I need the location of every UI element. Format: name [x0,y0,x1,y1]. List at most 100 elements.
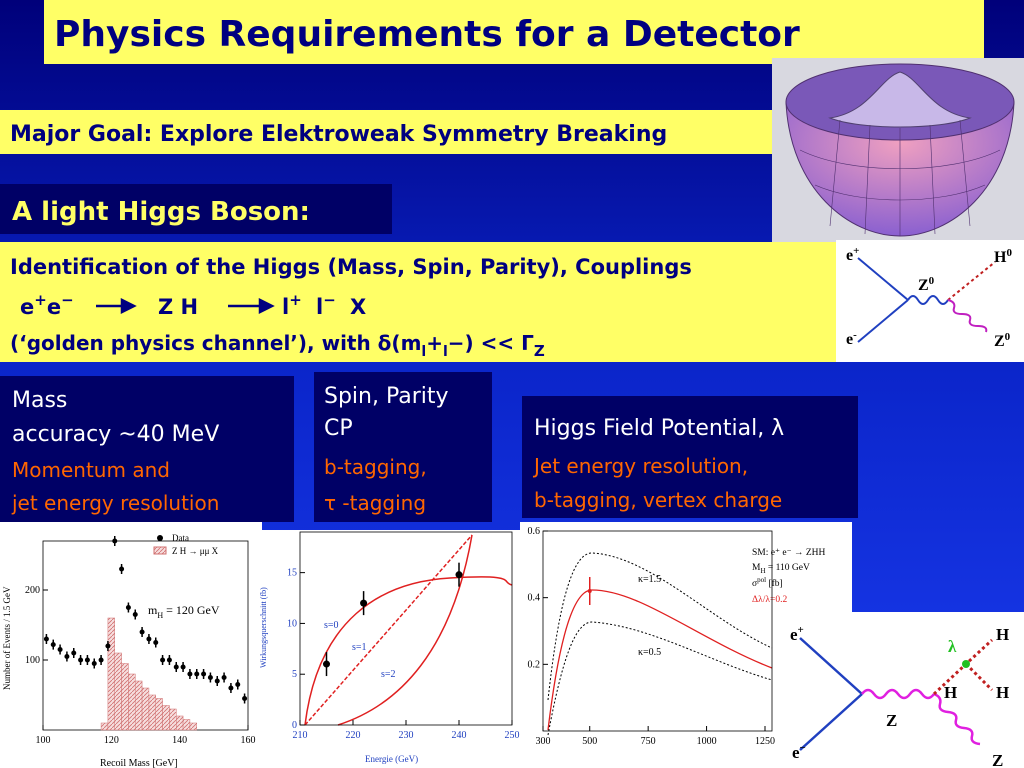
data-point [360,599,368,607]
box-line: accuracy ~40 MeV [12,422,219,447]
x-tick-label: 250 [505,730,520,741]
label: e [790,625,798,644]
goal: Major Goal: Explore Elektroweak Symmetry… [10,122,667,147]
feynman-label: Z0 [994,331,1011,350]
note-sub: H [157,611,163,620]
histogram-bar [155,698,163,731]
zhh-legend: SM: e⁺ e⁻ → ZHH MH = 110 GeV σpol [fb] Δ… [752,548,825,605]
legend-text: Data [172,533,189,543]
reaction-sup: − [323,291,336,309]
reaction-sup: + [34,291,47,309]
reaction-sup: − [61,291,74,309]
curve-label: κ=0.5 [638,647,661,658]
curve-label: s=2 [381,669,396,680]
y-tick-label: 0 [292,720,297,731]
data-point [132,612,138,617]
reaction-part: X [350,295,366,319]
title: Physics Requirements for a Detector [54,14,800,55]
data-point [187,671,193,677]
label: e [846,247,853,264]
data-point [112,538,118,544]
histogram-bar [114,652,122,731]
data-point [64,654,70,659]
box-line: Jet energy resolution, [532,454,748,478]
feynman-label: H [944,683,957,702]
vertex [962,660,970,668]
legend-text: Z H → μμ X [172,546,219,556]
feynman-label: Z [886,711,897,730]
histogram-bar [107,617,115,731]
data-point [84,657,90,663]
feynman-zh-higgs [947,261,996,301]
data-point [455,571,463,579]
label: H [994,249,1007,266]
feynman-label: e+ [846,245,859,264]
goal-box [0,110,772,154]
curve-s2 [337,534,473,726]
data-point [180,664,186,670]
x-tick-label: 750 [641,736,656,747]
legend-part: [fb] [766,578,783,589]
label-sup: + [798,624,804,636]
x-tick-label: 230 [399,730,414,741]
reaction: e+e− Z H l+ l− X [20,286,366,319]
histogram-bar [176,715,184,731]
curve-s1 [304,534,473,726]
data-point [105,643,111,649]
feynman-label: e- [846,329,857,348]
plot-frame [542,530,773,732]
feynman-zh [836,240,1024,362]
y-tick-label: 100 [25,655,40,666]
legend-sub: H [760,567,765,575]
channel: (‘golden physics channel’), with δ(ml+l−… [10,331,545,360]
heading: A light Higgs Boson: [12,197,310,227]
label-sup: 0 [929,275,935,287]
legend-part: = 110 GeV [766,563,810,573]
recoil-plot [0,522,262,768]
data-point [153,640,159,645]
histogram-bar [141,687,150,731]
curve-label: s=1 [352,642,367,653]
label: Z [994,333,1005,350]
legend-text: MH = 110 GeV [752,563,810,575]
plots: Data Z H → μμ X mH = 120 GeV Recoil Mass… [2,526,825,768]
feynman-label: H [996,683,1009,702]
mass-box [0,376,294,522]
reaction-part: e [47,295,61,319]
bowl-grid [799,119,1001,236]
x-tick-label: 500 [582,736,597,747]
box-line: b-tagging, [324,455,427,479]
data-point [201,671,207,677]
legend-marker [157,535,163,541]
data-point [228,685,234,691]
potential-box [522,396,858,518]
spin-box [314,372,492,522]
title-box [44,0,984,64]
channel-sub: l [421,344,426,360]
legend-marker [153,546,167,555]
box-line: Momentum and [12,458,170,482]
curve-label: κ=1.5 [638,574,661,585]
legend-part: σ [752,579,757,589]
y-tick-label: 15 [287,568,297,579]
box-line: Higgs Field Potential, λ [534,416,784,441]
channel-sub: l [443,344,448,360]
data-point [166,657,172,663]
data-point [194,671,200,677]
histogram-bar [100,722,109,731]
histogram-bar [148,694,157,731]
data-point [221,675,227,680]
channel-part: + [426,331,443,355]
x-label: Energie (GeV) [365,754,418,764]
y-tick-label: 0.4 [528,593,541,604]
data-point [119,566,125,572]
x-tick-label: 1250 [755,736,775,747]
data-point [323,660,330,668]
label-sup: + [853,245,859,257]
data-point [139,629,145,635]
label: e [792,743,800,762]
x-tick-label: 1000 [697,736,717,747]
data-point [71,650,77,656]
label-sup: 0 [1006,247,1012,259]
